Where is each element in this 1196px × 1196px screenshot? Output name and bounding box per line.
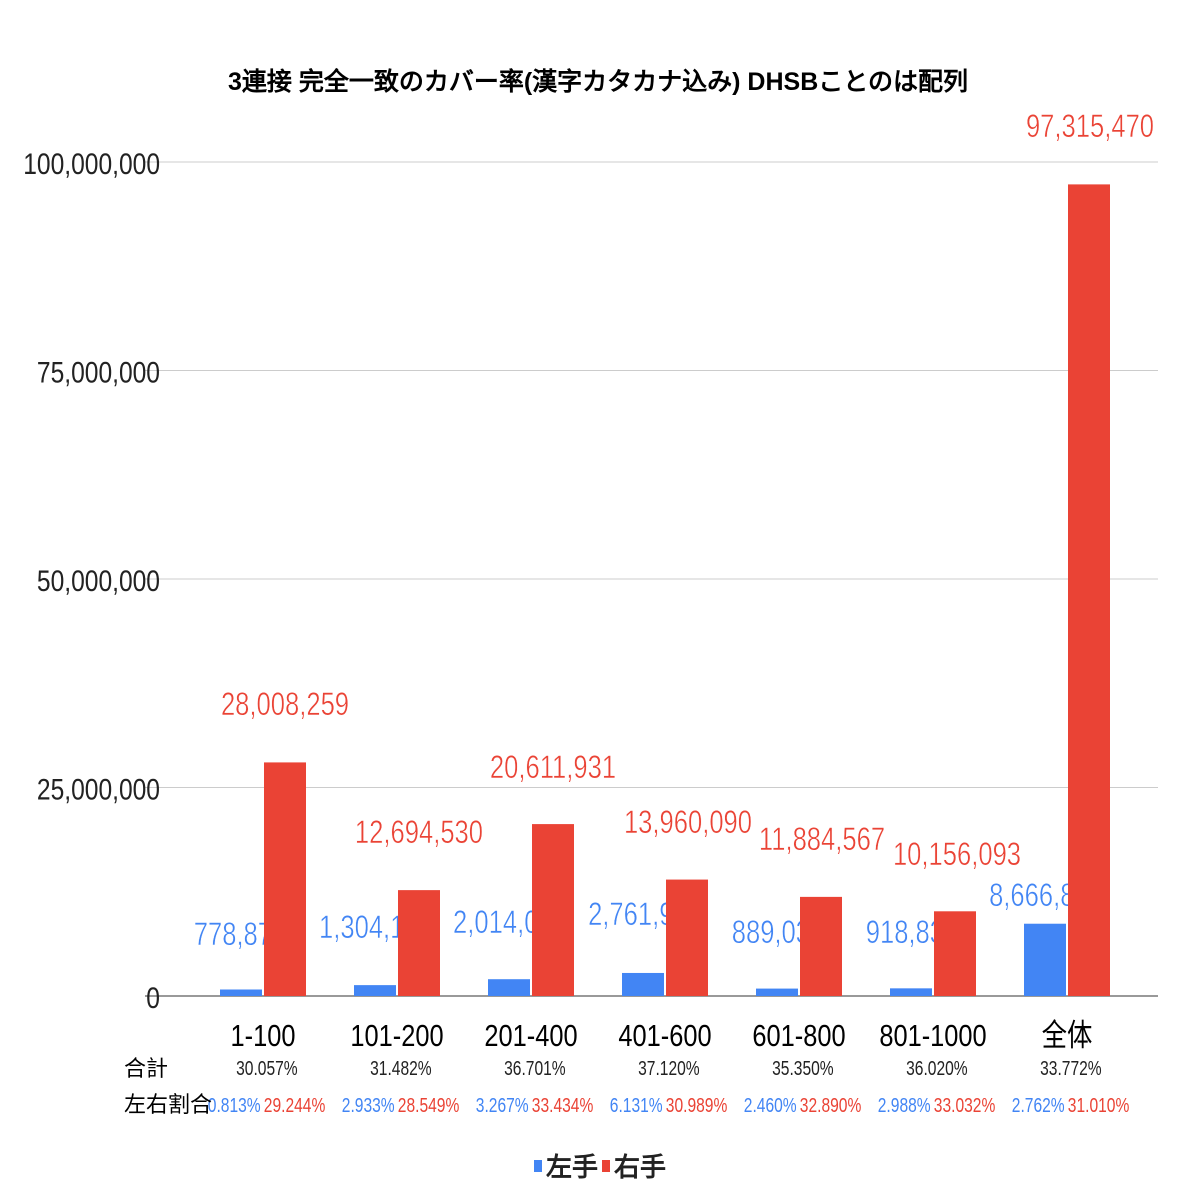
y-tick-label: 100,000,000 [23,147,160,181]
right-ratio: 33.032% [934,1094,996,1116]
bar-left [220,989,262,996]
bar-right [934,911,976,996]
legend-swatch-right [602,1160,610,1172]
bar-right [264,762,306,996]
left-ratio: 2.762% [1012,1094,1065,1116]
data-label: 20,611,931 [490,750,616,785]
bar-left [488,979,530,996]
x-tick-label: 201-400 [484,1019,577,1054]
y-tick-label: 50,000,000 [37,564,160,598]
total-percentage: 30.057% [236,1057,298,1079]
x-tick-label: 601-800 [752,1019,845,1054]
bar-left [622,972,664,996]
x-tick-label: 1-100 [231,1019,296,1054]
bar-right [398,890,440,996]
right-ratio: 30.989% [666,1094,728,1116]
data-label: 97,315,470 [1026,109,1154,144]
left-ratio: 0.813% [208,1094,261,1116]
x-tick-label: 101-200 [350,1019,443,1054]
data-label: 28,008,259 [221,687,349,722]
left-ratio: 6.131% [610,1094,663,1116]
chart-title: 3連接 完全一致のカバー率(漢字カタカナ込み) DHSBことのは配列 [228,67,968,96]
x-tick-label: 401-600 [618,1019,711,1054]
right-ratio: 32.890% [800,1094,862,1116]
left-ratio: 2.988% [878,1094,931,1116]
ratio-row-label: 左右割合 [124,1092,212,1117]
x-tick-label: 801-1000 [879,1019,986,1054]
total-percentage: 36.020% [906,1057,968,1079]
bar-right [532,824,574,996]
data-label: 12,694,530 [355,815,483,850]
total-percentage: 36.701% [504,1057,566,1079]
right-ratio: 31.010% [1068,1094,1130,1116]
y-tick-label: 75,000,000 [37,355,160,389]
total-row-label: 合計 [124,1056,168,1081]
y-tick-label: 0 [146,981,160,1015]
left-ratio: 3.267% [476,1094,529,1116]
legend-swatch-left [534,1160,542,1172]
right-ratio: 28.549% [398,1094,460,1116]
left-ratio: 2.933% [342,1094,395,1116]
total-percentage: 31.482% [370,1057,432,1079]
bar-right [1068,184,1110,996]
x-tick-label: 全体 [1042,1019,1093,1054]
data-label: 11,884,567 [759,822,885,857]
bar-left [1024,923,1066,996]
total-percentage: 33.772% [1040,1057,1102,1079]
data-label: 10,156,093 [893,837,1021,872]
legend-label-left: 左手 [546,1152,598,1182]
right-ratio: 33.434% [532,1094,594,1116]
y-tick-label: 25,000,000 [37,772,160,806]
total-percentage: 35.350% [772,1057,834,1079]
data-label: 13,960,090 [624,805,752,840]
bar-right [800,896,842,996]
legend-label-right: 右手 [614,1152,666,1182]
right-ratio: 29.244% [264,1094,326,1116]
bar-right [666,879,708,996]
total-percentage: 37.120% [638,1057,700,1079]
bar-left [756,988,798,996]
bar-left [890,988,932,996]
bar-left [354,985,396,996]
left-ratio: 2.460% [744,1094,797,1116]
